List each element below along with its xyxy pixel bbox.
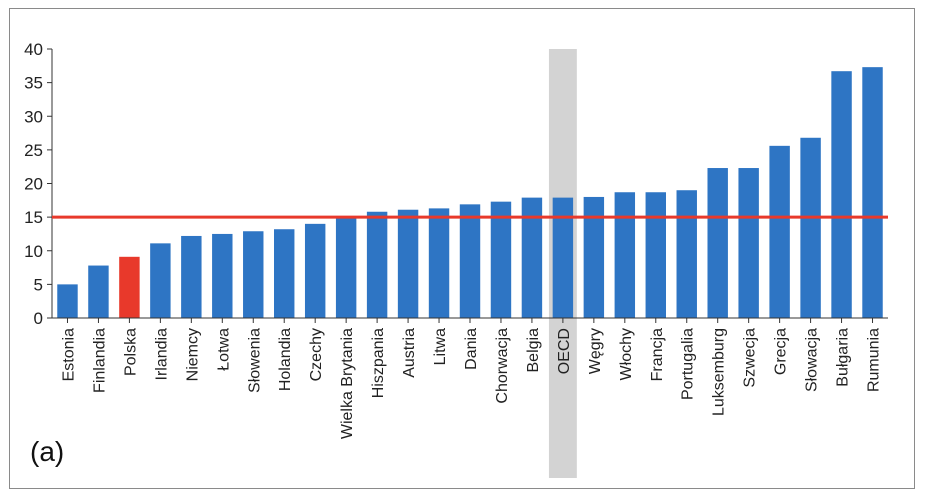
bar-czechy xyxy=(304,223,326,318)
category-label: Wielka Brytania xyxy=(339,328,356,439)
bar-łotwa xyxy=(212,233,233,318)
bar-węgry xyxy=(583,196,605,318)
category-label: Włochy xyxy=(618,328,635,380)
axis-layer: 0 5 10 15 20 25 30 35 40 xyxy=(24,40,888,328)
category-label: Bułgaria xyxy=(835,328,852,387)
labels-layer: Estonia Finlandia Polska Irlandia Niemcy Łotw… xyxy=(60,328,882,439)
bar-słowacja xyxy=(800,137,821,318)
category-label: Portugalia xyxy=(680,328,697,400)
category-label: Niemcy xyxy=(184,328,201,381)
y-tick-label: 10 xyxy=(24,242,43,261)
y-tick-label: 0 xyxy=(34,309,43,328)
category-label: Słowacja xyxy=(804,328,821,392)
bar-estonia xyxy=(57,284,78,318)
category-label: Chorwacja xyxy=(494,328,511,404)
bar-chorwacja xyxy=(490,201,512,318)
category-label: Luksemburg xyxy=(711,328,728,416)
category-label: Finlandia xyxy=(91,328,108,393)
category-label: Dania xyxy=(463,328,480,370)
bar-luksemburg xyxy=(707,168,728,318)
bar-bułgaria xyxy=(831,71,852,318)
bar-rumunia xyxy=(862,67,883,318)
category-label: Litwa xyxy=(432,328,449,365)
bar-włochy xyxy=(614,192,636,318)
bar-hiszpania xyxy=(366,211,388,318)
y-tick-label: 40 xyxy=(24,40,43,59)
category-label: Hiszpania xyxy=(370,328,387,398)
category-label: Słowenia xyxy=(246,328,263,393)
y-tick-label: 30 xyxy=(24,107,43,126)
bar-litwa xyxy=(428,208,450,318)
bar-finlandia xyxy=(88,265,109,318)
bars-layer xyxy=(57,67,883,318)
category-label: Rumunia xyxy=(866,328,883,392)
category-label: Belgia xyxy=(525,328,542,373)
category-label: Holandia xyxy=(277,328,294,391)
y-tick-label: 20 xyxy=(24,175,43,194)
category-label: Łotwa xyxy=(215,328,232,371)
category-label: Polska xyxy=(122,328,139,376)
bar-irlandia xyxy=(150,243,171,318)
panel-label: (a) xyxy=(30,436,65,467)
y-tick-label: 25 xyxy=(24,141,43,160)
bar-dania xyxy=(459,204,481,318)
category-label: OECD xyxy=(556,328,573,374)
y-tick-label: 15 xyxy=(24,208,43,227)
bar-francja xyxy=(645,192,666,318)
bar-niemcy xyxy=(181,235,202,318)
y-tick-label: 5 xyxy=(34,275,43,294)
bar-portugalia xyxy=(676,190,697,318)
category-label: Estonia xyxy=(60,328,77,381)
bar-grecja xyxy=(769,145,790,318)
bar-holandia xyxy=(274,229,295,318)
bar-szwecja xyxy=(738,168,759,318)
category-label: Grecja xyxy=(773,328,790,375)
bar-polska xyxy=(119,256,140,318)
bar-wielka-brytania xyxy=(335,217,357,318)
category-label: Austria xyxy=(401,328,418,378)
bar-belgia xyxy=(521,197,543,318)
category-label: Węgry xyxy=(587,328,604,374)
chart-frame xyxy=(9,8,915,489)
category-label: Szwecja xyxy=(742,328,759,388)
bar-austria xyxy=(397,209,419,318)
bar-słowenia xyxy=(243,231,264,318)
bar-oecd xyxy=(552,197,574,318)
y-tick-label: 35 xyxy=(24,74,43,93)
category-label: Czechy xyxy=(308,328,325,381)
category-label: Irlandia xyxy=(153,328,170,381)
category-label: Francja xyxy=(649,328,666,381)
